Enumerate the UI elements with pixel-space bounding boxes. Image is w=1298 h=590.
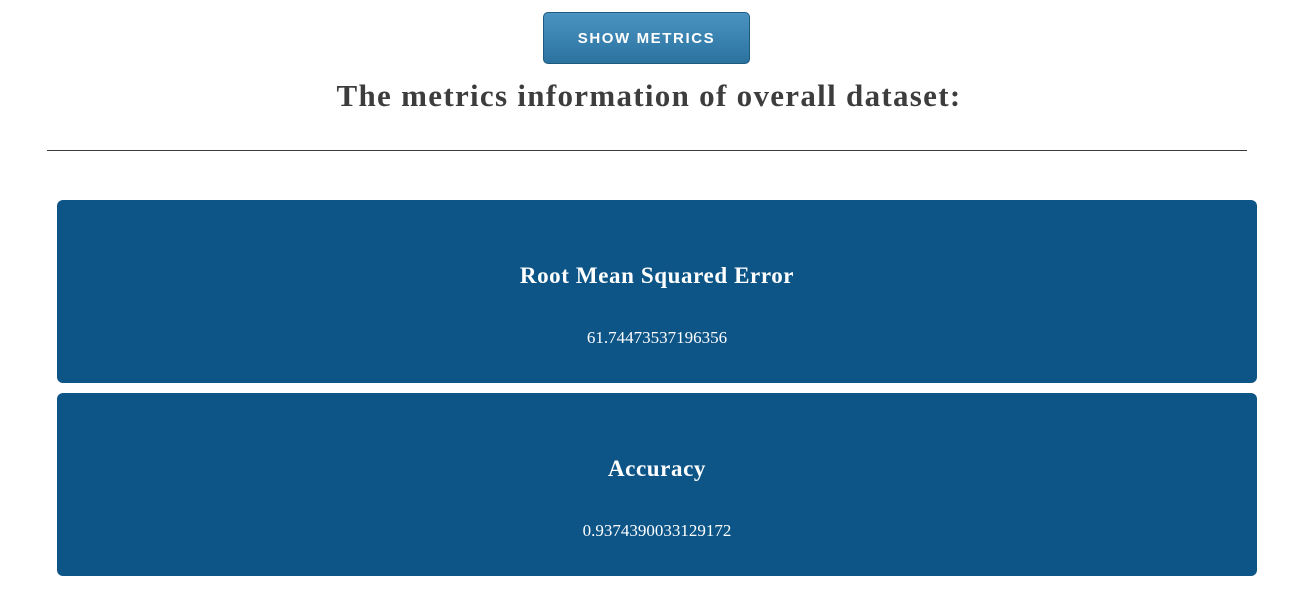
metric-value: 0.9374390033129172 [582,521,732,540]
button-container: SHOW METRICS [0,12,1298,64]
page-title: The metrics information of overall datas… [336,78,962,113]
metric-card-rmse: Root Mean Squared Error 61.7447353719635… [57,200,1257,383]
metric-card-accuracy: Accuracy 0.9374390033129172 [57,393,1257,576]
divider [47,150,1247,151]
metric-title: Root Mean Squared Error [519,263,795,288]
show-metrics-button[interactable]: SHOW METRICS [543,12,750,64]
metric-value: 61.74473537196356 [586,328,728,347]
metric-title: Accuracy [607,456,707,481]
